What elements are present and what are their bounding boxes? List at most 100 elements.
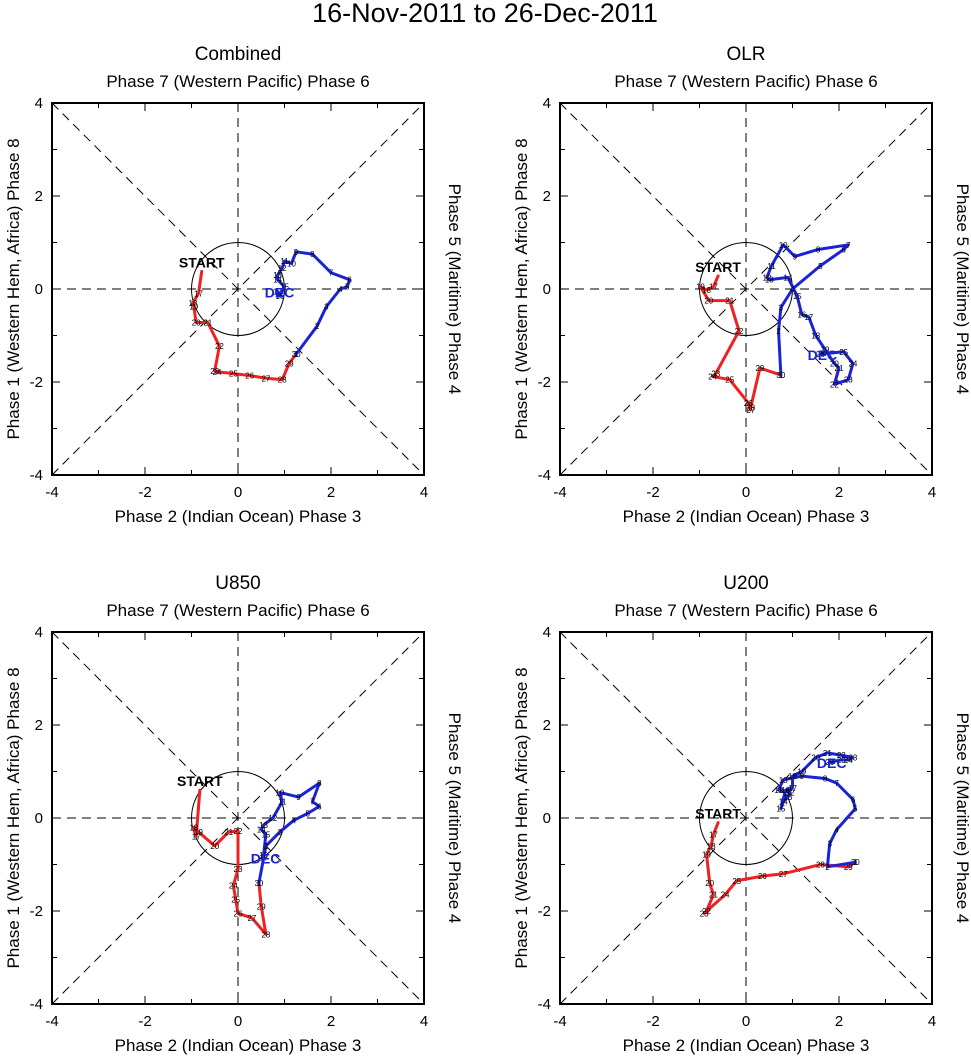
day-label: 15: [793, 292, 802, 301]
day-label: 14: [779, 798, 788, 807]
day-label: 19: [797, 768, 806, 777]
panel-title: Combined: [195, 44, 282, 65]
dashed-diagonal-line: [559, 102, 933, 476]
day-label: 12: [278, 264, 287, 273]
day-label: 25: [839, 348, 848, 357]
day-label: 28: [278, 376, 287, 385]
day-label: 20: [705, 879, 714, 888]
day-label: 28: [261, 930, 270, 939]
day-label: 21: [203, 318, 212, 327]
top-axis-label: Phase 7 (Western Pacific) Phase 6: [106, 601, 369, 620]
y-tick-label: -4: [538, 467, 551, 484]
y-tick-label: -2: [30, 374, 43, 391]
y-tick-label: 2: [35, 188, 43, 205]
left-axis-label: Phase 1 (Western Hem, Africa) Phase 8: [512, 138, 531, 439]
day-label: 4: [338, 285, 343, 294]
day-label: 18: [788, 772, 797, 781]
day-label: 24: [844, 756, 853, 765]
day-label: 10: [275, 788, 284, 797]
x-tick-label: -2: [646, 484, 659, 501]
day-label: 12: [268, 814, 277, 823]
day-label: 23: [210, 367, 219, 376]
day-label: 16: [781, 786, 790, 795]
day-label: 21: [224, 828, 233, 837]
bottom-axis-label: Phase 2 (Indian Ocean) Phase 3: [623, 1036, 870, 1055]
y-tick-label: 4: [543, 624, 551, 641]
x-tick-label: 2: [835, 1013, 843, 1030]
day-label: 1: [294, 350, 299, 359]
day-label: 8: [317, 779, 322, 788]
day-label: 26: [816, 350, 825, 359]
day-label: 11: [278, 798, 287, 807]
x-tick-label: 2: [835, 484, 843, 501]
y-tick-label: 0: [543, 281, 551, 298]
day-label: 20: [210, 842, 219, 851]
day-label: 12: [762, 273, 771, 282]
day-label: 4: [292, 816, 297, 825]
day-label: 19: [702, 850, 711, 859]
day-label: 27: [261, 374, 270, 383]
day-label: 8: [816, 245, 821, 254]
trajectory-november: [192, 788, 268, 936]
day-label: 2: [776, 327, 781, 336]
day-label: 5: [345, 283, 350, 292]
bottom-axis-label: Phase 2 (Indian Ocean) Phase 3: [115, 1036, 362, 1055]
day-label: 21: [835, 364, 844, 373]
day-label: 18: [811, 332, 820, 341]
dec-label: DEC: [808, 347, 838, 363]
day-label: 3: [827, 840, 832, 849]
unit-circle: [699, 771, 793, 865]
day-label: 22: [702, 907, 711, 916]
panel-olr: OLR Phase 7 (Western Pacific) Phase 6 Phas…: [512, 44, 971, 526]
y-tick-label: 0: [35, 281, 43, 298]
day-label: 17: [804, 313, 813, 322]
day-label: 20: [704, 297, 713, 306]
day-label: 15: [776, 805, 785, 814]
y-tick-label: -4: [538, 996, 551, 1013]
y-tick-label: -4: [30, 467, 43, 484]
trajectory-november: [698, 274, 783, 412]
day-label: 7: [846, 241, 851, 250]
day-label: 17: [273, 287, 282, 296]
y-tick-label: 4: [543, 95, 551, 112]
day-label: 20: [811, 754, 820, 763]
day-label: 19: [696, 283, 705, 292]
bottom-axis-label: Phase 2 (Indian Ocean) Phase 3: [115, 507, 362, 526]
day-label: 22: [735, 327, 744, 336]
day-label: 21: [823, 749, 832, 758]
x-tick-label: 4: [420, 1013, 428, 1030]
y-tick-label: 0: [543, 810, 551, 827]
right-axis-label: Phase 5 (Maritime) Phase 4: [445, 184, 464, 395]
panel-title: OLR: [726, 44, 765, 65]
dec-label: DEC: [251, 851, 281, 867]
bottom-axis-label: Phase 2 (Indian Ocean) Phase 3: [623, 507, 870, 526]
day-label: 16: [259, 851, 268, 860]
x-tick-label: 0: [742, 1013, 750, 1030]
panel-combined: Combined Phase 7 (Western Pacific) Phase …: [4, 44, 464, 526]
day-label: 26: [825, 758, 834, 767]
day-label: 19: [821, 345, 830, 354]
y-tick-label: 4: [35, 95, 43, 112]
day-label: 28: [746, 404, 755, 413]
day-label: 27: [746, 406, 755, 415]
figure-title: 16-Nov-2011 to 26-Dec-2011: [312, 0, 658, 28]
day-label: 16: [797, 311, 806, 320]
top-axis-label: Phase 7 (Western Pacific) Phase 6: [106, 72, 369, 91]
day-label: 26: [758, 872, 767, 881]
trajectory-november: [191, 269, 298, 382]
day-label: 9: [296, 793, 301, 802]
x-tick-label: 0: [234, 484, 242, 501]
x-tick-label: 0: [234, 1013, 242, 1030]
x-tick-label: -2: [646, 1013, 659, 1030]
day-label: 26: [245, 371, 254, 380]
day-label: 18: [189, 823, 198, 832]
panel-u850: U850 Phase 7 (Western Pacific) Phase 6 Pha…: [4, 573, 464, 1055]
day-label: 13: [259, 821, 268, 830]
day-label: 2: [825, 863, 830, 872]
day-label: 14: [783, 273, 792, 282]
day-label: 24: [721, 891, 730, 900]
start-label: START: [695, 806, 741, 822]
panel-title: U850: [215, 573, 260, 594]
day-label: 22: [830, 380, 839, 389]
